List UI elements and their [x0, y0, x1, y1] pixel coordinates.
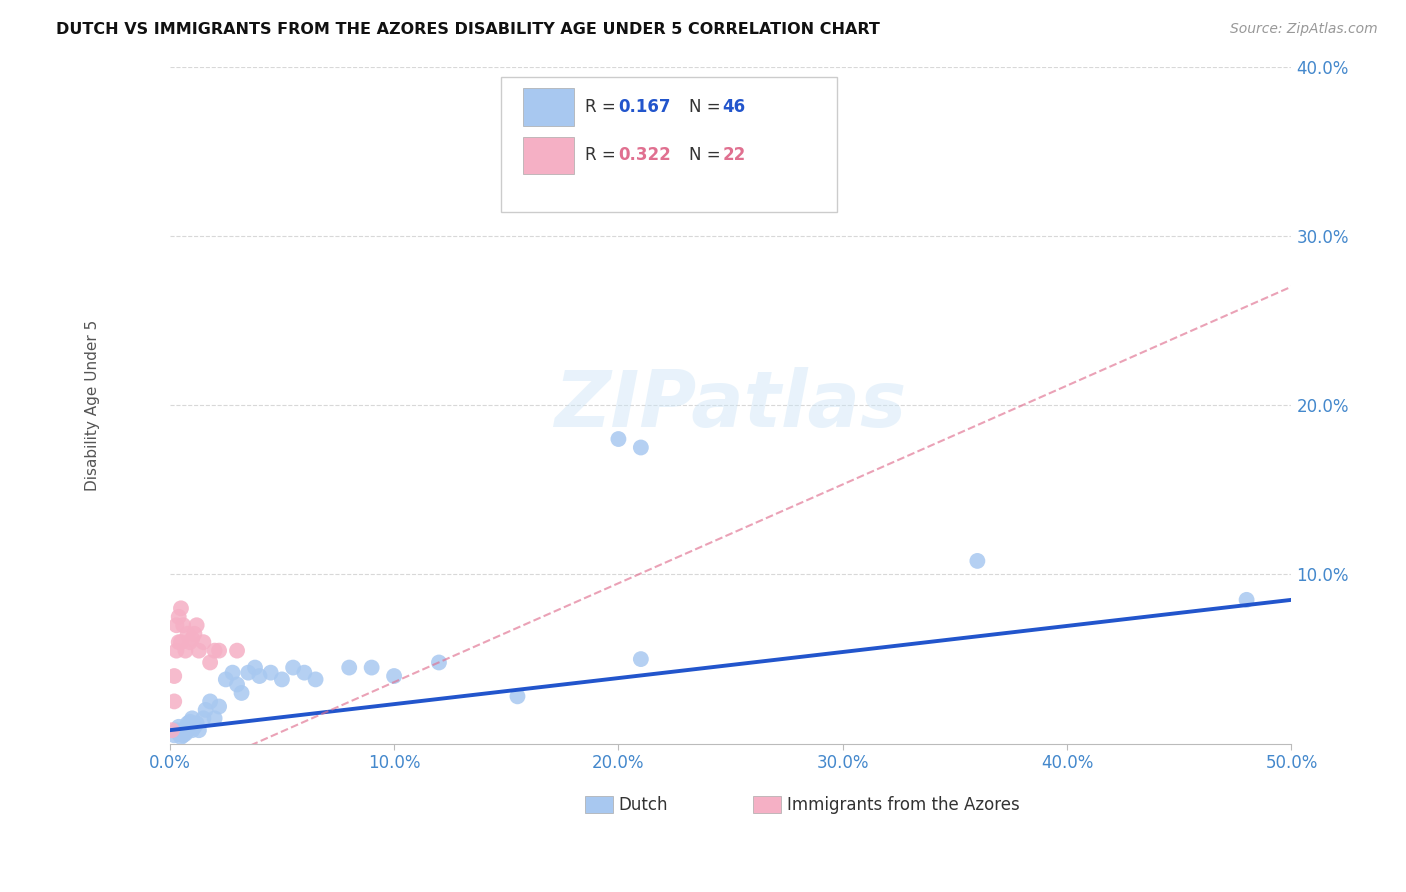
Point: [166, 643, 188, 657]
Point: [181, 723, 204, 738]
FancyBboxPatch shape: [523, 137, 574, 174]
Point: [172, 723, 194, 738]
Text: Source: ZipAtlas.com: Source: ZipAtlas.com: [1230, 22, 1378, 37]
Point: [163, 694, 186, 708]
Point: [215, 673, 238, 687]
Point: [506, 690, 529, 704]
Text: Immigrants from the Azores: Immigrants from the Azores: [787, 796, 1019, 814]
Point: [194, 703, 217, 717]
Point: [170, 601, 193, 615]
Point: [198, 656, 221, 670]
Text: DUTCH VS IMMIGRANTS FROM THE AZORES DISABILITY AGE UNDER 5 CORRELATION CHART: DUTCH VS IMMIGRANTS FROM THE AZORES DISA…: [56, 22, 880, 37]
Point: [176, 716, 198, 731]
Text: N =: N =: [689, 97, 725, 116]
Point: [179, 635, 201, 649]
Point: [172, 618, 194, 632]
Point: [193, 711, 215, 725]
Y-axis label: Disability Age Under 5: Disability Age Under 5: [86, 319, 100, 491]
Point: [186, 716, 208, 731]
Point: [1236, 592, 1258, 607]
Point: [181, 632, 204, 646]
Point: [174, 643, 197, 657]
Point: [187, 643, 209, 657]
Point: [292, 665, 315, 680]
Point: [183, 626, 205, 640]
Text: Dutch: Dutch: [619, 796, 668, 814]
Point: [337, 660, 360, 674]
Point: [966, 554, 988, 568]
Point: [360, 660, 382, 674]
Point: [179, 720, 201, 734]
Point: [226, 643, 249, 657]
Point: [167, 635, 190, 649]
Text: ZIPatlas: ZIPatlas: [554, 368, 907, 443]
Point: [226, 677, 249, 691]
Point: [304, 673, 326, 687]
Point: [166, 618, 188, 632]
Point: [167, 726, 190, 740]
Point: [172, 728, 194, 742]
Point: [181, 711, 204, 725]
Point: [198, 694, 221, 708]
Text: R =: R =: [585, 97, 621, 116]
Point: [204, 643, 226, 657]
Text: 46: 46: [723, 97, 745, 116]
Point: [630, 441, 652, 455]
Point: [221, 665, 243, 680]
Point: [170, 725, 193, 739]
Point: [174, 722, 197, 736]
Point: [607, 432, 630, 446]
FancyBboxPatch shape: [585, 796, 613, 813]
Point: [167, 720, 190, 734]
Point: [204, 711, 226, 725]
Point: [193, 635, 215, 649]
Point: [176, 626, 198, 640]
Point: [166, 723, 188, 738]
Text: N =: N =: [689, 146, 725, 164]
Point: [281, 660, 304, 674]
FancyBboxPatch shape: [501, 77, 837, 211]
Text: 0.167: 0.167: [619, 97, 671, 116]
Point: [238, 665, 260, 680]
Point: [243, 660, 266, 674]
Point: [260, 665, 283, 680]
Point: [179, 714, 201, 729]
Point: [167, 609, 190, 624]
Point: [176, 723, 198, 738]
Point: [183, 720, 205, 734]
FancyBboxPatch shape: [754, 796, 782, 813]
Text: R =: R =: [585, 146, 621, 164]
Point: [186, 618, 208, 632]
Point: [231, 686, 253, 700]
Point: [249, 669, 271, 683]
Point: [170, 730, 193, 744]
FancyBboxPatch shape: [523, 88, 574, 126]
Text: 0.322: 0.322: [619, 146, 671, 164]
Point: [170, 635, 193, 649]
Point: [163, 669, 186, 683]
Point: [187, 723, 209, 738]
Point: [174, 726, 197, 740]
Point: [630, 652, 652, 666]
Point: [208, 643, 231, 657]
Text: 22: 22: [723, 146, 747, 164]
Point: [208, 699, 231, 714]
Point: [427, 656, 450, 670]
Point: [271, 673, 294, 687]
Point: [160, 723, 183, 738]
Point: [163, 728, 186, 742]
Point: [382, 669, 405, 683]
